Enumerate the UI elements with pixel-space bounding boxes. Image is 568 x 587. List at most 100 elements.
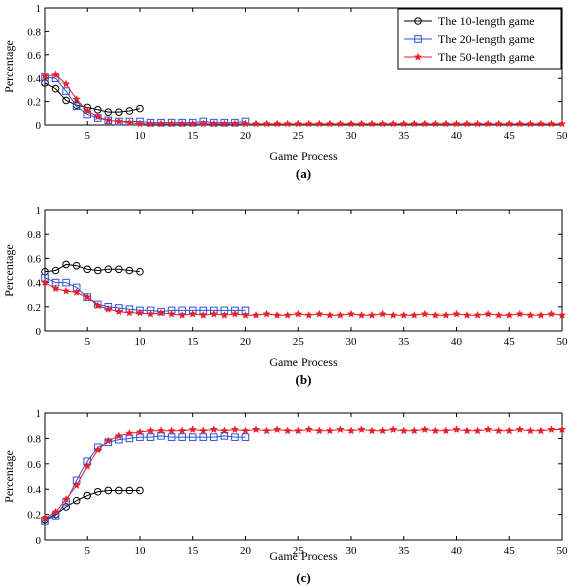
y-tick-label: 0.6: [27, 459, 41, 471]
data-point: [125, 308, 134, 317]
data-point: [462, 310, 472, 319]
data-point: [156, 119, 166, 128]
data-point: [178, 310, 187, 319]
series-s10: [41, 486, 144, 524]
data-point: [167, 433, 176, 441]
data-point: [410, 310, 419, 319]
data-point: [515, 309, 524, 318]
data-point: [199, 310, 208, 319]
data-point: [389, 310, 398, 319]
x-tick-label: 35: [398, 130, 410, 142]
data-point: [484, 119, 493, 128]
data-point: [441, 119, 451, 128]
data-point: [40, 71, 50, 80]
data-point: [62, 278, 70, 287]
data-point: [484, 309, 493, 318]
plot-frame: [44, 209, 563, 332]
data-point: [420, 119, 429, 128]
y-tick-label: 0: [36, 535, 42, 547]
data-point: [93, 112, 102, 121]
x-tick-label: 40: [451, 336, 463, 348]
data-point: [357, 425, 366, 434]
data-point: [431, 310, 440, 319]
data-point: [178, 433, 186, 441]
data-point: [494, 426, 503, 435]
data-point: [473, 119, 482, 128]
data-point: [210, 433, 218, 441]
data-point: [283, 310, 292, 319]
data-point: [536, 310, 546, 319]
x-tick-label: 10: [134, 545, 146, 557]
y-tick-label: 0.6: [27, 253, 41, 265]
data-point: [199, 119, 208, 128]
y-tick-label: 0.8: [27, 229, 41, 241]
data-point: [273, 310, 282, 319]
data-point: [125, 266, 134, 275]
data-point: [536, 119, 546, 128]
x-tick-label: 30: [345, 336, 357, 348]
data-point: [62, 96, 70, 105]
series-s20: [41, 432, 250, 525]
data-point: [72, 496, 81, 505]
x-tick-label: 45: [504, 545, 516, 557]
series-s10: [41, 79, 144, 116]
data-point: [346, 119, 356, 128]
data-point: [104, 265, 113, 274]
x-tick-label: 50: [557, 336, 568, 348]
y-tick-label: 0: [36, 120, 42, 132]
data-point: [62, 260, 70, 269]
x-tick-label: 10: [134, 336, 146, 348]
data-point: [304, 310, 313, 319]
data-point: [167, 309, 176, 318]
legend-marker: [414, 35, 422, 43]
data-point: [188, 309, 197, 318]
x-tick-label: 15: [187, 545, 199, 557]
data-point: [114, 431, 123, 440]
series-s50: [40, 278, 567, 319]
data-point: [505, 310, 514, 319]
data-point: [135, 119, 145, 128]
data-point: [378, 309, 387, 318]
y-tick-label: 0.4: [27, 73, 41, 85]
data-point: [452, 119, 461, 128]
data-point: [241, 433, 250, 441]
data-point: [431, 426, 440, 435]
x-tick-label: 50: [557, 545, 568, 557]
data-point: [283, 119, 292, 128]
legend-marker: [413, 52, 423, 61]
series-s50: [40, 425, 567, 522]
data-point: [209, 309, 218, 318]
data-point: [441, 310, 451, 319]
data-point: [136, 267, 144, 276]
panel-label: (c): [296, 570, 310, 585]
series-line: [44, 277, 246, 313]
data-point: [51, 507, 60, 516]
data-point: [452, 309, 461, 318]
data-point: [83, 292, 92, 301]
series-line: [44, 489, 140, 521]
x-tick-label: 10: [134, 130, 146, 142]
data-point: [378, 426, 387, 435]
legend: The 10-length game The 20-length game The …: [397, 8, 562, 70]
x-tick-label: 30: [345, 545, 357, 557]
data-point: [452, 425, 461, 434]
data-point: [241, 119, 250, 128]
x-tick-label: 5: [84, 130, 90, 142]
y-tick-label: 0.2: [27, 302, 41, 314]
data-point: [83, 106, 92, 115]
data-point: [325, 119, 334, 128]
data-point: [273, 119, 282, 128]
data-point: [167, 119, 176, 128]
y-tick-label: 0.8: [27, 26, 41, 38]
data-point: [557, 310, 567, 319]
data-point: [125, 107, 134, 115]
data-point: [115, 265, 123, 274]
data-point: [473, 426, 482, 435]
data-point: [526, 426, 535, 435]
data-point: [389, 425, 398, 434]
data-point: [72, 102, 81, 111]
data-point: [473, 310, 482, 319]
data-point: [346, 426, 356, 435]
